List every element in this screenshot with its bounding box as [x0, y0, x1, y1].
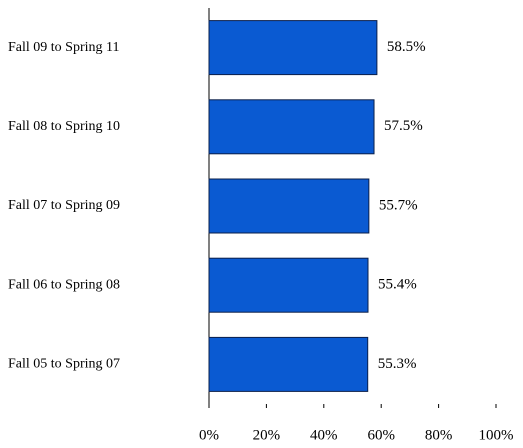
x-tick-label: 40% — [310, 427, 338, 443]
x-tick-label: 100% — [479, 427, 514, 443]
bar — [208, 336, 369, 392]
y-tick-label: Fall 07 to Spring 09 — [8, 198, 120, 213]
value-label: 57.5% — [384, 118, 423, 134]
value-label: 55.7% — [379, 197, 418, 213]
bar — [208, 257, 369, 313]
bar — [208, 20, 378, 76]
y-tick-label: Fall 08 to Spring 10 — [8, 119, 120, 134]
x-tick-label: 20% — [253, 427, 281, 443]
y-tick-label: Fall 05 to Spring 07 — [8, 357, 120, 372]
value-label: 55.4% — [378, 277, 417, 293]
value-label: 58.5% — [387, 39, 426, 55]
x-tick-label: 60% — [367, 427, 395, 443]
bar — [208, 178, 370, 234]
value-label: 55.3% — [378, 356, 417, 372]
bar — [208, 99, 375, 155]
x-tick-label: 0% — [199, 427, 219, 443]
y-tick-label: Fall 06 to Spring 08 — [8, 277, 120, 292]
y-tick-label: Fall 09 to Spring 11 — [8, 40, 120, 55]
x-tick-label: 80% — [425, 427, 453, 443]
